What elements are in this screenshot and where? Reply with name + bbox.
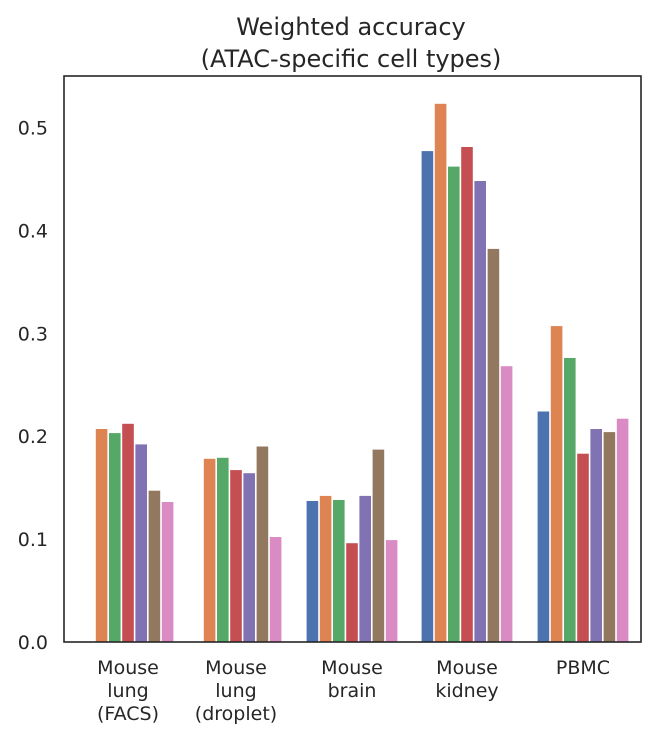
x-category-label: PBMC <box>556 657 610 679</box>
bars-layer <box>95 103 629 643</box>
bar-series-7-category-5 <box>616 418 629 642</box>
y-tick-label: 0.0 <box>18 632 48 654</box>
bar-series-2-category-1 <box>95 429 108 642</box>
x-axis-categories: Mouse lung (FACS) Mouse lung (droplet) Mouse br… <box>97 657 610 725</box>
bar-series-2-category-2 <box>203 458 216 642</box>
bar-series-7-category-3 <box>385 540 398 642</box>
bar-series-3-category-5 <box>564 358 576 642</box>
bar-series-4-category-1 <box>122 423 134 642</box>
bar-series-6-category-3 <box>372 449 385 642</box>
y-tick-label: 0.3 <box>18 323 48 345</box>
bar-series-6-category-4 <box>487 248 500 642</box>
y-axis-ticks: 0.0 0.1 0.2 0.3 0.4 0.5 <box>18 118 48 655</box>
bar-series-3-category-1 <box>109 433 121 642</box>
bar-series-5-category-3 <box>359 495 371 642</box>
x-category-label: Mouse brain <box>321 657 383 702</box>
bar-series-3-category-3 <box>333 500 345 642</box>
bar-series-5-category-2 <box>243 473 255 642</box>
bar-series-3-category-4 <box>448 166 460 642</box>
y-tick-label: 0.5 <box>18 118 48 140</box>
bar-series-5-category-5 <box>590 429 602 642</box>
bar-series-4-category-4 <box>461 147 473 642</box>
y-tick-label: 0.2 <box>18 426 48 448</box>
bar-series-2-category-5 <box>550 326 563 642</box>
bar-series-2-category-4 <box>434 103 447 643</box>
bar-series-6-category-2 <box>256 446 269 642</box>
x-category-label: Mouse lung (FACS) <box>97 657 159 725</box>
y-tick-label: 0.1 <box>18 529 48 551</box>
bar-series-7-category-4 <box>500 366 513 642</box>
bar-series-6-category-5 <box>603 432 616 642</box>
bar-series-4-category-2 <box>230 470 242 642</box>
bar-series-2-category-3 <box>319 495 332 642</box>
plot-frame <box>63 75 642 643</box>
bar-series-4-category-3 <box>346 543 358 642</box>
bar-series-6-category-1 <box>148 490 161 642</box>
bar-series-4-category-5 <box>577 453 589 642</box>
bar-series-1-category-5 <box>537 411 550 642</box>
y-tick-label: 0.4 <box>18 220 48 242</box>
x-category-label: Mouse lung (droplet) <box>195 657 277 725</box>
x-category-label: Mouse kidney <box>435 657 498 702</box>
bar-series-5-category-4 <box>474 181 486 642</box>
bar-series-5-category-1 <box>135 444 147 642</box>
bar-series-1-category-3 <box>306 501 319 642</box>
chart-title: Weighted accuracy <box>236 13 466 41</box>
bar-series-7-category-2 <box>269 537 282 642</box>
chart-subtitle: (ATAC-specific cell types) <box>201 45 502 73</box>
bar-series-7-category-1 <box>161 502 174 642</box>
bar-series-3-category-2 <box>217 457 229 642</box>
bar-series-1-category-4 <box>421 151 434 642</box>
